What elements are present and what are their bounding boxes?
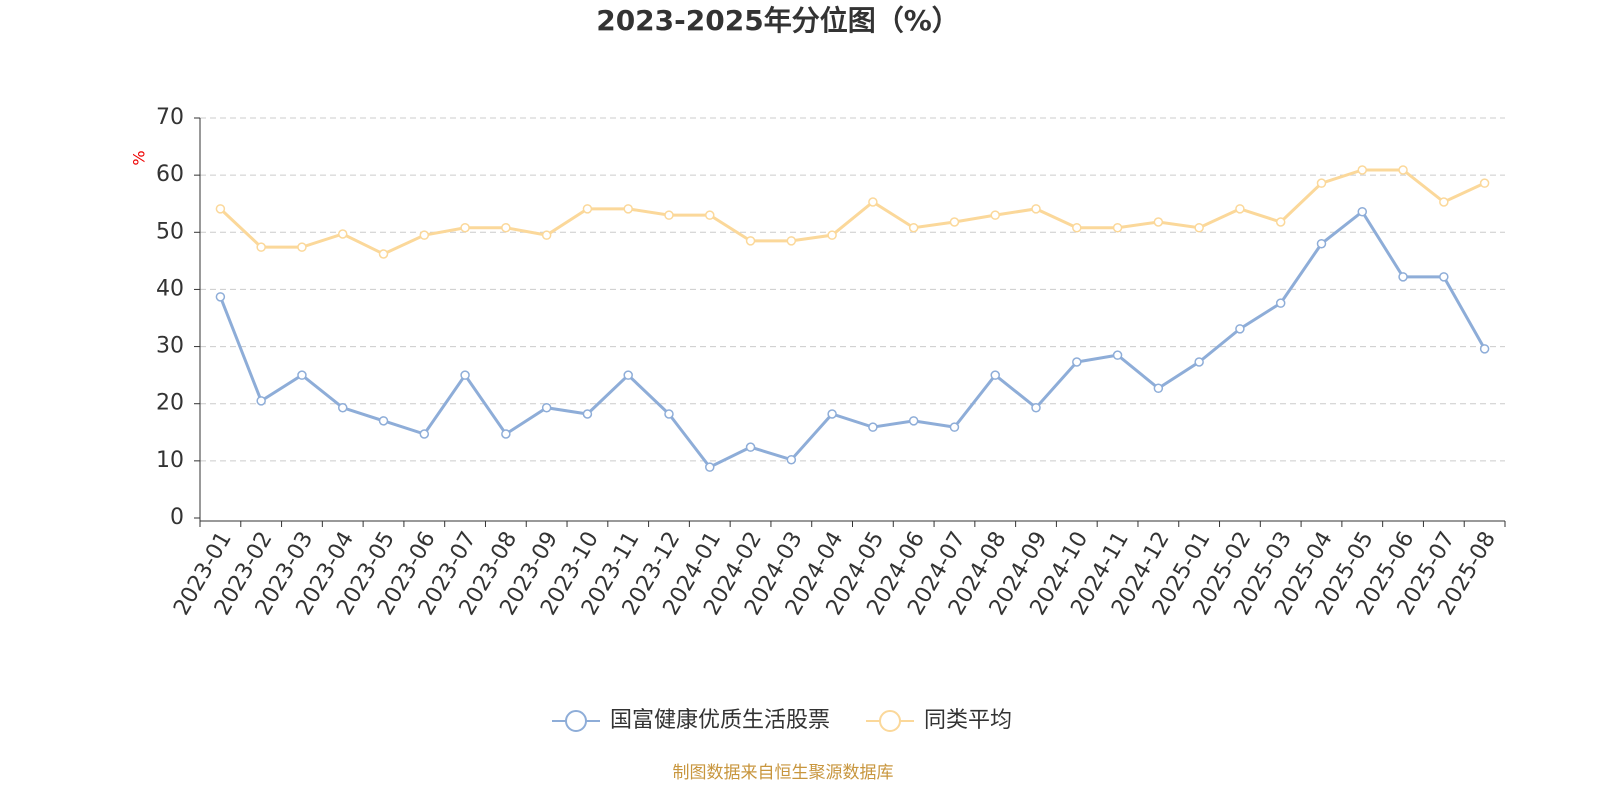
point [908,222,919,233]
point [419,230,430,240]
point [1153,217,1164,227]
point [1316,238,1327,249]
point [501,222,511,233]
point [378,416,389,426]
point [256,242,266,252]
point [745,442,756,452]
series-line [219,168,1486,256]
point [664,409,674,419]
point [1072,222,1082,233]
point [908,416,919,426]
point [460,370,470,380]
chart-title: 2023-2025年分位图（%） [596,4,960,37]
point [1112,350,1123,360]
point [297,370,307,380]
point [705,210,715,220]
point [1357,206,1368,217]
legend-label: 同类平均 [924,708,1012,733]
point [1031,402,1041,413]
point [337,229,348,239]
legend-label: 国富健康优质生活股票 [610,708,830,733]
point [827,409,837,419]
point [868,197,878,207]
point [215,292,226,302]
point [1153,383,1164,394]
point [1316,178,1327,188]
point [1398,272,1408,282]
point [1112,222,1123,233]
point [460,222,470,233]
point [1275,298,1286,308]
point [215,204,226,214]
legend-marker [879,710,901,732]
point [541,402,552,413]
y-tick-label: 40 [156,276,184,301]
point [1479,178,1490,188]
point [745,236,756,246]
point [623,370,633,380]
y-tick-label: 60 [156,162,184,187]
y-tick-label: 50 [156,219,184,244]
point [1072,357,1082,367]
point [786,236,797,246]
point [786,454,797,465]
y-tick-label: 10 [156,448,184,473]
point [1031,204,1041,214]
point [1275,217,1286,227]
point [297,242,307,252]
point [419,429,430,439]
point [501,429,511,439]
point [623,204,633,214]
point [582,204,593,214]
point [1235,324,1245,334]
y-unit: % [130,150,149,165]
y-tick-label: 0 [170,505,184,530]
series-line [218,209,1486,470]
y-tick-label: 70 [156,105,184,130]
point [1194,357,1204,367]
point [705,462,715,472]
legend-marker [565,710,587,732]
point [990,370,1000,380]
point [1398,165,1408,175]
point [541,230,552,240]
point [868,422,878,432]
point [664,210,674,220]
point [256,396,266,406]
point [827,230,837,240]
point [990,210,1000,220]
y-tick-label: 20 [156,391,184,416]
source-note: 制图数据来自恒生聚源数据库 [673,763,894,783]
y-tick-label: 30 [156,334,184,359]
point [378,249,389,259]
point [1439,197,1449,207]
point [1357,165,1368,175]
point [949,217,960,227]
point [582,409,593,419]
point [1194,222,1204,233]
point [1439,272,1449,282]
point [1479,344,1490,354]
point [337,402,348,413]
point [949,422,960,432]
point [1235,204,1245,214]
